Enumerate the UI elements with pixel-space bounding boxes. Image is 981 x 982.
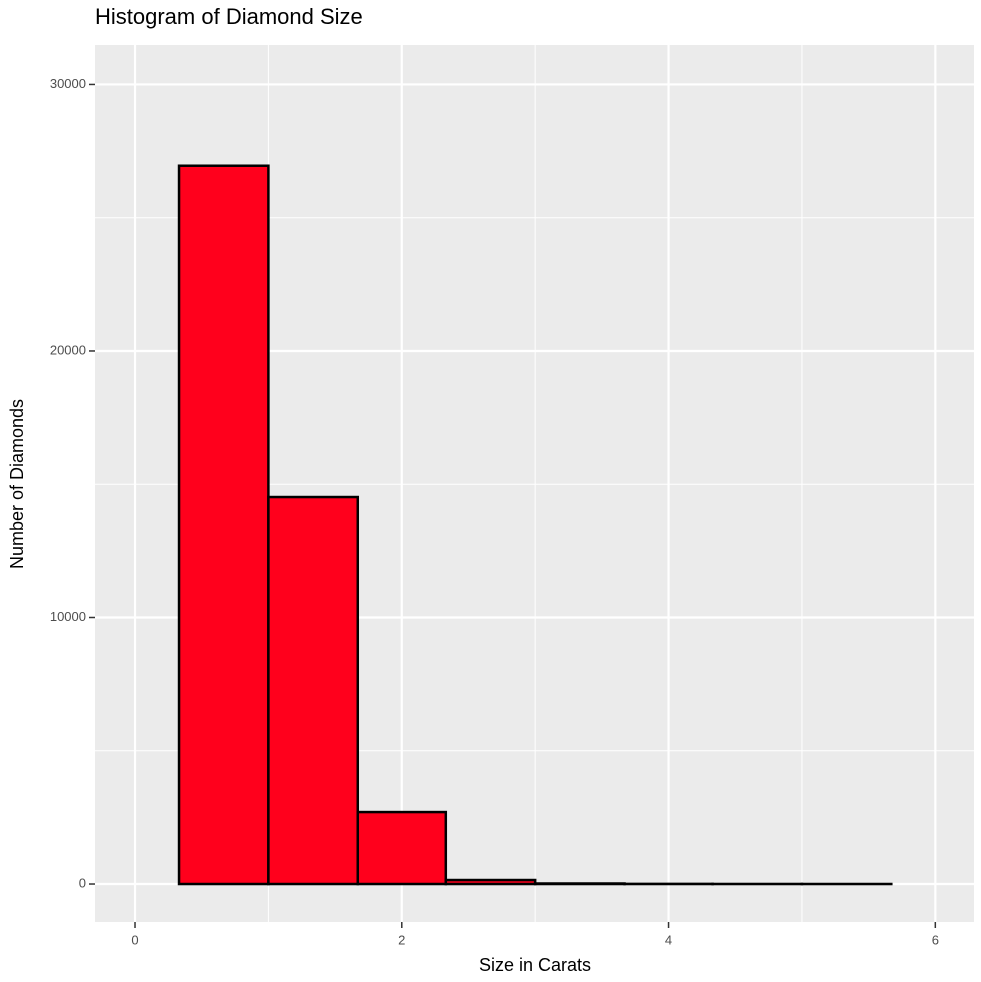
- bar: [356, 810, 448, 886]
- x-tick-label: 0: [131, 932, 138, 947]
- y-tick-label: 10000: [50, 609, 86, 624]
- x-tick-label: 2: [398, 932, 405, 947]
- y-tick-label: 30000: [50, 76, 86, 91]
- y-axis-title: Number of Diamonds: [7, 399, 27, 569]
- bar: [533, 882, 626, 886]
- y-tick-label: 20000: [50, 342, 86, 357]
- chart-title: Histogram of Diamond Size: [95, 4, 363, 29]
- x-tick-label: 6: [932, 932, 939, 947]
- y-tick-label: 0: [79, 875, 86, 890]
- x-tick-label: 4: [665, 932, 672, 947]
- bar: [267, 495, 360, 886]
- bar: [177, 164, 270, 886]
- bar: [444, 878, 537, 886]
- x-axis-title: Size in Carats: [479, 955, 591, 975]
